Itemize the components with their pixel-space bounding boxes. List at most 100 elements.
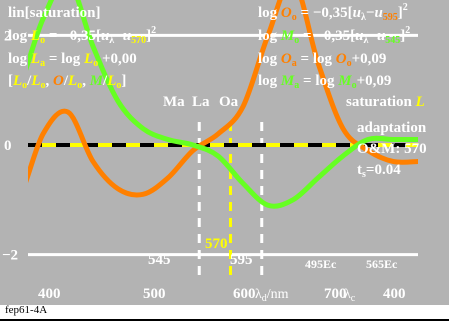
x-tick-label: 400 xyxy=(38,286,61,302)
legend-fragment: λ xyxy=(344,287,351,302)
legend-fragment: =0.04 xyxy=(366,162,401,178)
legend-fragment: log xyxy=(8,28,31,44)
legend-fragment: o xyxy=(292,12,297,23)
legend-fragment: O xyxy=(336,51,347,67)
legend-fragment: O xyxy=(281,5,292,21)
legend-fragment: o xyxy=(93,58,98,69)
legend-saturation: saturation L xyxy=(346,94,425,110)
legend-fragment: / xyxy=(102,73,108,89)
legend-fragment: , xyxy=(46,73,54,89)
vline-label-595: 595 xyxy=(230,252,253,268)
legend-adaptation: adaptation xyxy=(357,120,427,136)
legend-fragment: u xyxy=(377,28,385,44)
legend-fragment: a xyxy=(40,58,45,69)
legend-fragment: t xyxy=(357,162,362,178)
top-label-oa: Oa xyxy=(219,94,239,110)
legend-fragment: M xyxy=(280,73,295,89)
legend-fragment: o xyxy=(294,35,299,46)
legend-fragment: 545 xyxy=(385,35,400,46)
legend-fragment: λ xyxy=(109,35,114,46)
legend-fragment: M xyxy=(280,28,295,44)
legend-fragment: u xyxy=(353,5,361,21)
x-axis-label: λd/nm xyxy=(255,287,289,304)
legend-fragment: O xyxy=(281,51,292,67)
legend-fragment: 595 xyxy=(383,12,398,23)
legend-fragment: 2 xyxy=(151,25,156,36)
legend-fragment: L xyxy=(12,73,22,89)
legend-fragment: , xyxy=(82,73,90,89)
legend-line3: log La = log Lo +0,00 xyxy=(8,51,137,69)
legend-fragment: u xyxy=(374,5,382,21)
legend-fragment: ] xyxy=(400,28,405,44)
legend-om: O&M: 570 xyxy=(357,141,427,157)
legend-fragment: M xyxy=(89,73,104,89)
legend-fragment: L xyxy=(415,94,425,110)
top-label-ma: Ma xyxy=(163,94,185,110)
legend-fragment: saturation xyxy=(346,94,416,110)
left-margin xyxy=(0,0,18,305)
legend-fragment: o xyxy=(352,80,357,91)
legend-fragment: L xyxy=(30,28,40,44)
legend-fragment: = −0,35[ xyxy=(45,28,101,44)
top-label-la: La xyxy=(192,94,210,110)
legend-fragment: 570 xyxy=(131,35,146,46)
legend-fragment: = −0,35[ xyxy=(297,5,353,21)
legend-fragment: log xyxy=(8,51,31,67)
legend-right4: log Ma = log Mo+0,09 xyxy=(258,73,391,91)
legend-fragment: = −0,35[ xyxy=(299,28,355,44)
legend-fragment: u xyxy=(355,28,363,44)
legend-fragment: L xyxy=(67,73,77,89)
series-line-orange xyxy=(28,0,418,198)
figure-code: fep61-4A xyxy=(5,304,48,316)
legend-fragment: − xyxy=(368,28,377,44)
ec-label: 495Ec xyxy=(305,257,337,271)
legend-line2: log Lo = −0,35[uλ−u570]2 xyxy=(8,25,156,46)
legend-fragment: d xyxy=(262,293,267,304)
legend-fragment: ] xyxy=(121,73,126,89)
legend-fragment: +0,09 xyxy=(357,73,392,89)
legend-fragment: o xyxy=(41,80,46,91)
legend-fragment: − xyxy=(366,5,375,21)
series-line-green xyxy=(28,0,418,209)
legend-fragment: +0,09 xyxy=(352,51,387,67)
legend-fragment: L xyxy=(106,73,116,89)
legend-fragment: / xyxy=(26,73,32,89)
legend-fragment: 2 xyxy=(405,25,410,36)
legend-fragment: ] xyxy=(146,28,151,44)
legend-fragment: / xyxy=(63,73,69,89)
x-tick-label: 400 xyxy=(383,286,406,302)
x-tick-label: 600 xyxy=(233,286,256,302)
legend-fragment: o xyxy=(22,80,27,91)
x-tick-label: 500 xyxy=(143,286,166,302)
legend-fragment: o xyxy=(116,80,121,91)
legend-fragment: a xyxy=(294,80,299,91)
legend-fragment: o xyxy=(77,80,82,91)
legend-fragment: 2 xyxy=(403,2,408,13)
legend-ts: ts=0.04 xyxy=(357,162,401,180)
legend-fragment: L xyxy=(83,51,93,67)
legend-fragment: log xyxy=(258,51,281,67)
y-tick-label: −2 xyxy=(2,248,18,264)
y-tick-label: 2 xyxy=(4,28,12,44)
legend-fragment: ] xyxy=(398,5,403,21)
legend-fragment: = log xyxy=(297,51,336,67)
legend-right1: log Oo = −0,35[uλ−u595]2 xyxy=(258,2,408,23)
legend-fragment: u xyxy=(123,28,131,44)
legend-fragment: o xyxy=(347,58,352,69)
legend-fragment: = log xyxy=(299,73,338,89)
legend-fragment: − xyxy=(114,28,123,44)
legend-right2: log Mo = −0,35[uλ−u545]2 xyxy=(258,25,410,46)
bottom-border xyxy=(0,319,449,321)
legend-fragment: +0,00 xyxy=(98,51,137,67)
legend-fragment: log xyxy=(258,28,281,44)
legend-fragment: L xyxy=(30,73,40,89)
legend-fragment: s xyxy=(362,169,366,180)
legend-fragment: u xyxy=(101,28,109,44)
legend-fragment: O xyxy=(53,73,64,89)
legend-line4: [Lo/Lo, O/Lo, M/Lo] xyxy=(8,73,126,91)
legend-fragment: L xyxy=(30,51,40,67)
legend-fragment: /nm xyxy=(267,287,289,302)
legend-fragment: c xyxy=(351,293,356,304)
